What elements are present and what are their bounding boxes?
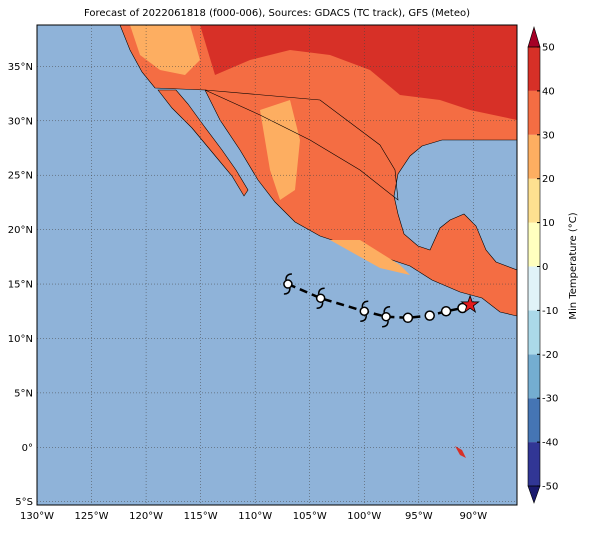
cyclone-arm (316, 287, 325, 309)
colorbar-tick-label: -10 (542, 306, 558, 317)
colorbar-tick-label: -40 (542, 438, 558, 449)
y-tick-label: 5°N (14, 388, 33, 399)
x-tick-label: 100°W (347, 511, 381, 522)
y-tick-label: 15°N (8, 280, 33, 291)
colorbar-tick-label: 10 (542, 218, 555, 229)
low-marker (402, 312, 414, 324)
x-tick-label: 90°W (460, 511, 488, 522)
y-tick-label: 25°N (8, 171, 33, 182)
cyclone-arm (360, 300, 369, 323)
colorbar-band (528, 134, 540, 179)
low-marker (440, 306, 452, 317)
colorbar-extend-low (527, 485, 541, 504)
title: Forecast of 2022061818 (f000-006), Sourc… (84, 8, 470, 19)
x-tick-label: 95°W (405, 511, 433, 522)
colorbar-tick-label: 0 (542, 262, 548, 273)
land (119, 25, 517, 458)
x-tick-label: 105°W (293, 511, 327, 522)
cyclone-marker (283, 279, 293, 289)
colorbar-tick-label: -30 (542, 394, 558, 405)
cyclone-arm (382, 305, 391, 328)
cyclone-marker (381, 311, 391, 322)
track-line (287, 282, 471, 320)
colorbar-tick-label: 40 (542, 86, 555, 97)
colorbar-tick-label: -50 (542, 482, 558, 493)
x-tick-label: 120°W (129, 511, 163, 522)
colorbar-band (528, 354, 540, 399)
colorbar-tick-label: 30 (542, 130, 555, 141)
colorbar-band (528, 222, 540, 267)
y-tick-label: 10°N (8, 334, 33, 345)
cyclone-arm (283, 273, 292, 295)
colorbar-label: Min Temperature (°C) (568, 212, 579, 319)
colorbar-band (528, 442, 540, 486)
x-tick-label: 115°W (184, 511, 218, 522)
x-tick-label: 110°W (238, 511, 272, 522)
colorbar-band (528, 178, 540, 223)
colorbar-tick-label: 20 (542, 174, 555, 185)
y-tick-label: 5°S (15, 497, 33, 508)
colorbar-tick-label: -20 (542, 350, 558, 361)
colorbar-band (528, 90, 540, 135)
y-tick-label: 35°N (8, 62, 33, 73)
colorbar-extend-high (527, 25, 541, 48)
cyclone-marker (359, 306, 370, 317)
current-position (460, 294, 480, 314)
y-tick-label: 20°N (8, 225, 33, 236)
colorbar-band (528, 47, 540, 91)
x-tick-label: 130°W (20, 511, 54, 522)
low-marker (424, 310, 435, 321)
colorbar-band (528, 266, 540, 311)
colorbar-tick-label: 50 (542, 43, 555, 54)
y-tick-label: 0° (22, 443, 33, 454)
cyclone-marker (315, 293, 326, 303)
x-tick-label: 125°W (75, 511, 109, 522)
map-frame (36, 24, 518, 506)
y-tick-label: 30°N (8, 116, 33, 127)
colorbar-band (528, 310, 540, 355)
colorbar-band (528, 398, 540, 443)
